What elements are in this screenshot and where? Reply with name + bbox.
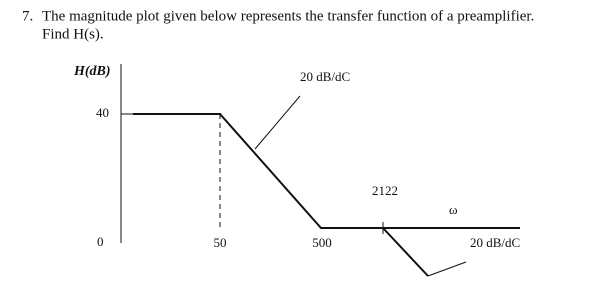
annotation: 2122	[372, 183, 398, 198]
second-curve	[382, 227, 429, 277]
annotation: 20 dB/dC	[300, 69, 350, 84]
question-text: The magnitude plot given below represent…	[42, 8, 534, 24]
question-number: 7.	[22, 8, 33, 24]
magnitude-curve	[133, 113, 520, 229]
y-tick-label: 40	[96, 105, 109, 120]
x-tick-label: 500	[312, 235, 332, 250]
x-origin-label: 0	[97, 234, 104, 249]
pointer	[427, 261, 467, 277]
pointer	[254, 95, 301, 150]
y-label: H(dB)	[73, 64, 111, 79]
annotation: 20 dB/dC	[470, 235, 520, 250]
x-tick-label: 50	[214, 235, 227, 250]
annotation: ω	[449, 202, 458, 217]
question-subtext: Find H(s).	[42, 26, 104, 42]
